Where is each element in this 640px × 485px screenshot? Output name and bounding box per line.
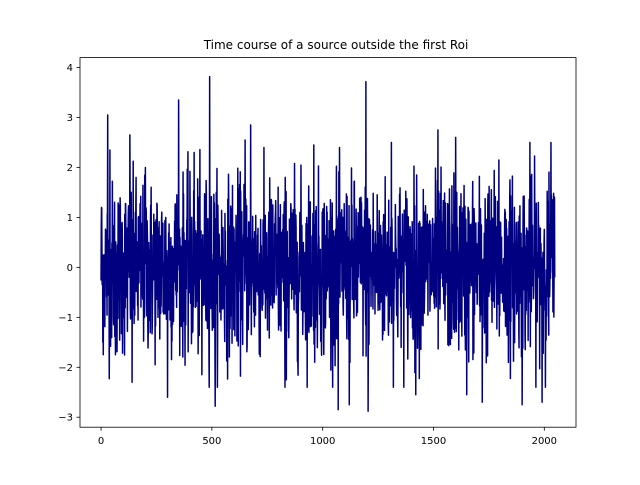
- x-tick-label: 1500: [421, 436, 446, 447]
- y-tick-label: −1: [58, 313, 73, 324]
- y-tick-label: 2: [67, 163, 73, 174]
- y-tick-label: −3: [58, 413, 73, 424]
- y-tick-label: −2: [58, 363, 73, 374]
- y-tick-label: 4: [67, 63, 73, 74]
- y-tick-label: 0: [67, 263, 73, 274]
- y-tick-label: 3: [67, 113, 73, 124]
- x-axis: 0 500 1000 1500 2000: [98, 427, 557, 447]
- x-tick-label: 2000: [532, 436, 557, 447]
- y-axis: −3 −2 −1 0 1 2 3 4: [58, 63, 80, 424]
- y-tick-label: 1: [67, 213, 73, 224]
- axes-frame: [79, 57, 577, 428]
- x-tick-label: 0: [98, 436, 104, 447]
- x-tick-label: 500: [202, 436, 221, 447]
- x-tick-label: 1000: [310, 436, 335, 447]
- series-line: [100, 75, 556, 412]
- chart-title: Time course of a source outside the firs…: [203, 38, 469, 52]
